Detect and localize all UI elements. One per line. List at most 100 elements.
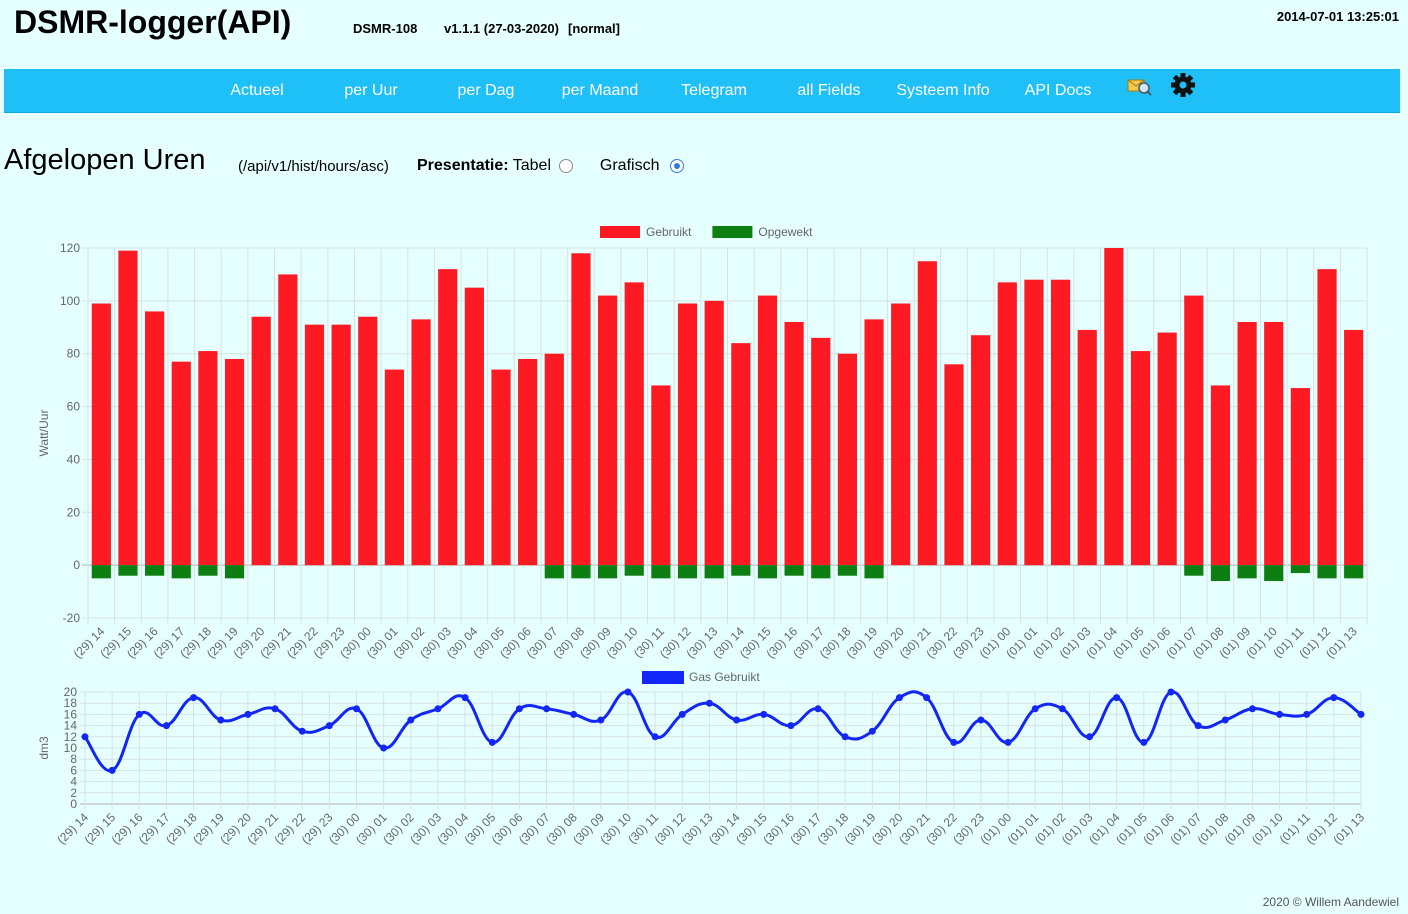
x-tick-label: (01) 07 (1167, 810, 1204, 847)
bar-opgewekt (1344, 565, 1364, 579)
x-tick-label: (30) 13 (679, 810, 716, 847)
y-tick-label: 18 (64, 696, 78, 710)
data-point (1113, 694, 1121, 702)
x-tick-label: (30) 11 (631, 624, 667, 660)
bar-opgewekt (1290, 565, 1310, 574)
nav-api-docs[interactable]: API Docs (1024, 82, 1092, 99)
bar-opgewekt (1237, 565, 1257, 579)
x-tick-label: (30) 22 (923, 624, 960, 661)
y-tick-label: 120 (60, 241, 80, 255)
x-tick-label: (01) 00 (977, 624, 1014, 661)
x-tick-label: (30) 09 (577, 624, 614, 661)
x-tick-label: (30) 23 (950, 624, 987, 661)
option-table-radio[interactable] (559, 159, 574, 173)
navbar: Actueel per Uur per Dag per Maand Telegr… (4, 69, 1400, 113)
bar-gebruikt (411, 319, 431, 566)
nav-per-dag[interactable]: per Dag (457, 82, 515, 99)
x-tick-label: (30) 02 (390, 624, 427, 661)
api-path: (/api/v1/hist/hours/asc) (238, 158, 389, 175)
x-tick-label: (29) 21 (244, 810, 281, 847)
data-point (515, 705, 523, 713)
x-tick-label: (30) 01 (353, 810, 390, 847)
x-tick-label: (01) 11 (1270, 624, 1306, 660)
nav-all-fields[interactable]: all Fields (797, 82, 861, 99)
x-tick-label: (30) 04 (444, 624, 481, 661)
bar-gebruikt (1264, 322, 1284, 566)
x-tick-label: (30) 03 (407, 810, 444, 847)
bar-gebruikt (811, 337, 831, 566)
data-point (814, 705, 822, 713)
footer: 2020 © Willem Aandewiel (1262, 895, 1399, 909)
data-point (570, 710, 578, 718)
x-tick-label: (01) 08 (1195, 810, 1232, 847)
bar-opgewekt (811, 565, 831, 579)
data-point (868, 727, 876, 735)
nav-actueel[interactable]: Actueel (230, 82, 284, 99)
x-tick-label: (30) 19 (842, 810, 879, 847)
nav-per-maand[interactable]: per Maand (561, 82, 639, 99)
x-tick-label: (30) 12 (657, 624, 694, 661)
bar-opgewekt (598, 565, 618, 579)
x-tick-label: (30) 16 (760, 810, 797, 847)
bar-gebruikt (1237, 322, 1257, 566)
data-point (1167, 688, 1175, 696)
legend-label: Gebruikt (646, 225, 692, 239)
nav-telegram[interactable]: Telegram (681, 82, 747, 99)
x-tick-label: (30) 15 (737, 624, 774, 661)
bar-gebruikt (971, 335, 991, 566)
data-point (81, 733, 89, 741)
y-tick-label: 10 (64, 741, 78, 755)
x-tick-label: (30) 02 (380, 810, 417, 847)
data-point (380, 744, 388, 752)
x-tick-label: (30) 01 (364, 624, 401, 661)
data-point (950, 738, 958, 746)
bar-gebruikt (384, 369, 405, 566)
nav-systeem-info[interactable]: Systeem Info (896, 82, 990, 99)
bar-opgewekt (118, 565, 138, 576)
bar-gebruikt (278, 274, 298, 566)
x-tick-label: (30) 00 (337, 624, 374, 661)
x-tick-label: (30) 17 (787, 810, 824, 847)
x-tick-label: (30) 16 (763, 624, 800, 661)
bar-opgewekt (1184, 565, 1204, 576)
data-point (787, 722, 795, 730)
data-point (977, 716, 985, 724)
bar-opgewekt (784, 565, 804, 576)
y-tick-label: 6 (70, 763, 77, 777)
bar-opgewekt (837, 565, 857, 576)
bar-opgewekt (1264, 565, 1284, 581)
data-point (1004, 738, 1012, 746)
x-tick-label: (30) 06 (489, 810, 526, 847)
legend-swatch (642, 671, 684, 684)
x-tick-label: (30) 19 (843, 624, 880, 661)
y-tick-label: 0 (70, 797, 77, 811)
bar-gebruikt (1157, 332, 1177, 566)
x-tick-label: (01) 02 (1030, 624, 1067, 661)
data-point (841, 733, 849, 741)
x-tick-label: (29) 18 (177, 624, 214, 661)
gear-icon[interactable] (1169, 71, 1197, 104)
update-icon[interactable] (1124, 71, 1154, 104)
data-point (923, 694, 931, 702)
y-tick-label: 12 (64, 730, 78, 744)
bar-opgewekt (544, 565, 564, 579)
option-graph-radio[interactable] (669, 159, 684, 173)
bar-opgewekt (704, 565, 724, 579)
data-point (733, 716, 741, 724)
y-tick-label: 16 (64, 707, 78, 721)
bar-gebruikt (1130, 351, 1151, 566)
nav-per-uur[interactable]: per Uur (344, 82, 398, 99)
bar-opgewekt (91, 565, 111, 579)
bar-gebruikt (118, 250, 138, 566)
bar-gebruikt (944, 364, 964, 566)
y-tick-label: 2 (70, 786, 77, 800)
bar-gebruikt (1077, 329, 1097, 566)
data-point (135, 710, 143, 718)
bar-gebruikt (917, 261, 937, 566)
y-tick-label: 100 (60, 294, 80, 308)
x-tick-label: (29) 23 (310, 624, 347, 661)
x-tick-label: (01) 05 (1110, 624, 1147, 661)
data-point (1086, 733, 1094, 741)
y-tick-label: 20 (67, 505, 81, 519)
